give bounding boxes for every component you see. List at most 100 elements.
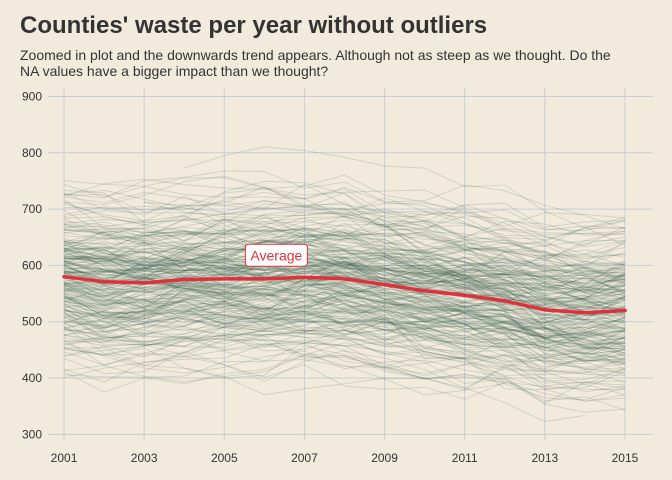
average-series xyxy=(62,274,627,315)
county-line xyxy=(63,288,626,345)
x-tick-label: 2009 xyxy=(371,451,398,465)
county-line xyxy=(63,247,626,296)
x-tick-label: 2003 xyxy=(131,451,158,465)
county-line xyxy=(63,239,626,280)
county-line xyxy=(63,203,626,276)
county-line xyxy=(63,316,626,360)
county-line xyxy=(63,302,626,354)
county-line xyxy=(63,295,626,376)
county-line xyxy=(63,345,626,413)
county-line xyxy=(63,301,626,355)
county-line xyxy=(63,290,626,362)
county-line xyxy=(63,300,626,371)
county-line xyxy=(424,329,626,363)
county-line xyxy=(184,228,626,284)
county-line xyxy=(384,244,626,284)
county-line xyxy=(63,228,626,276)
y-tick-label: 400 xyxy=(22,371,42,385)
county-line xyxy=(63,334,626,374)
county-line xyxy=(63,228,626,292)
county-line xyxy=(63,329,626,389)
county-line xyxy=(63,281,626,349)
county-line xyxy=(63,269,625,327)
county-line xyxy=(63,296,626,346)
county-line xyxy=(63,265,626,303)
county-line xyxy=(63,277,626,349)
county-line xyxy=(63,342,626,404)
county-line xyxy=(63,247,626,297)
county-line xyxy=(63,282,626,347)
county-line xyxy=(63,326,626,372)
county-line xyxy=(63,308,626,365)
county-line xyxy=(63,321,626,377)
county-line xyxy=(63,282,626,340)
county-line xyxy=(63,286,626,338)
county-line xyxy=(63,316,465,359)
county-line xyxy=(63,298,626,382)
county-line xyxy=(63,273,626,331)
x-tick-label: 2007 xyxy=(291,451,318,465)
county-line xyxy=(63,317,626,383)
county-line xyxy=(63,217,626,280)
county-line xyxy=(63,295,626,339)
county-line xyxy=(63,288,626,337)
county-line xyxy=(63,247,425,278)
county-line xyxy=(63,229,626,288)
county-line xyxy=(63,316,626,369)
county-line xyxy=(63,259,626,316)
county-line xyxy=(63,183,626,227)
county-line xyxy=(63,301,626,340)
county-line xyxy=(63,364,585,423)
county-line xyxy=(63,241,425,291)
county-line xyxy=(63,281,626,347)
county-line xyxy=(63,214,626,238)
county-line xyxy=(63,350,505,400)
county-line xyxy=(63,335,626,393)
county-line xyxy=(63,326,546,377)
county-line xyxy=(63,284,626,321)
county-line xyxy=(63,240,626,297)
county-line xyxy=(63,259,626,310)
y-tick-label: 900 xyxy=(22,89,42,103)
county-line xyxy=(63,290,626,350)
county-line xyxy=(63,298,626,359)
county-line xyxy=(63,256,626,292)
y-axis-ticks: 300 400 500 600 700 800 900 xyxy=(22,89,42,441)
county-line xyxy=(63,211,626,256)
county-line xyxy=(63,250,626,292)
y-tick-label: 500 xyxy=(22,315,42,329)
county-line xyxy=(63,243,626,290)
annotation-box xyxy=(244,243,308,267)
county-line xyxy=(63,241,626,317)
county-line xyxy=(63,268,505,285)
county-line xyxy=(63,221,626,277)
county-line xyxy=(63,256,505,290)
county-line xyxy=(63,300,545,339)
county-line xyxy=(64,239,626,321)
county-line xyxy=(63,243,626,307)
county-line xyxy=(63,247,626,290)
county-line xyxy=(63,245,626,295)
county-line xyxy=(63,306,626,346)
county-line xyxy=(63,278,465,328)
county-line xyxy=(63,270,626,340)
county-line xyxy=(63,277,626,348)
county-line xyxy=(63,227,626,311)
county-line xyxy=(63,277,626,361)
x-tick-label: 2011 xyxy=(452,451,478,465)
county-line xyxy=(63,246,626,301)
county-line xyxy=(344,214,626,260)
county-line xyxy=(63,293,626,343)
county-line xyxy=(63,260,626,330)
county-line xyxy=(63,284,626,331)
county-line xyxy=(63,284,626,345)
county-line xyxy=(144,200,626,238)
county-line xyxy=(63,269,626,313)
county-line xyxy=(63,300,626,362)
county-line xyxy=(63,303,626,340)
county-line xyxy=(63,217,626,258)
county-line xyxy=(63,327,626,369)
x-tick-label: 2005 xyxy=(211,451,238,465)
county-line xyxy=(384,211,626,241)
